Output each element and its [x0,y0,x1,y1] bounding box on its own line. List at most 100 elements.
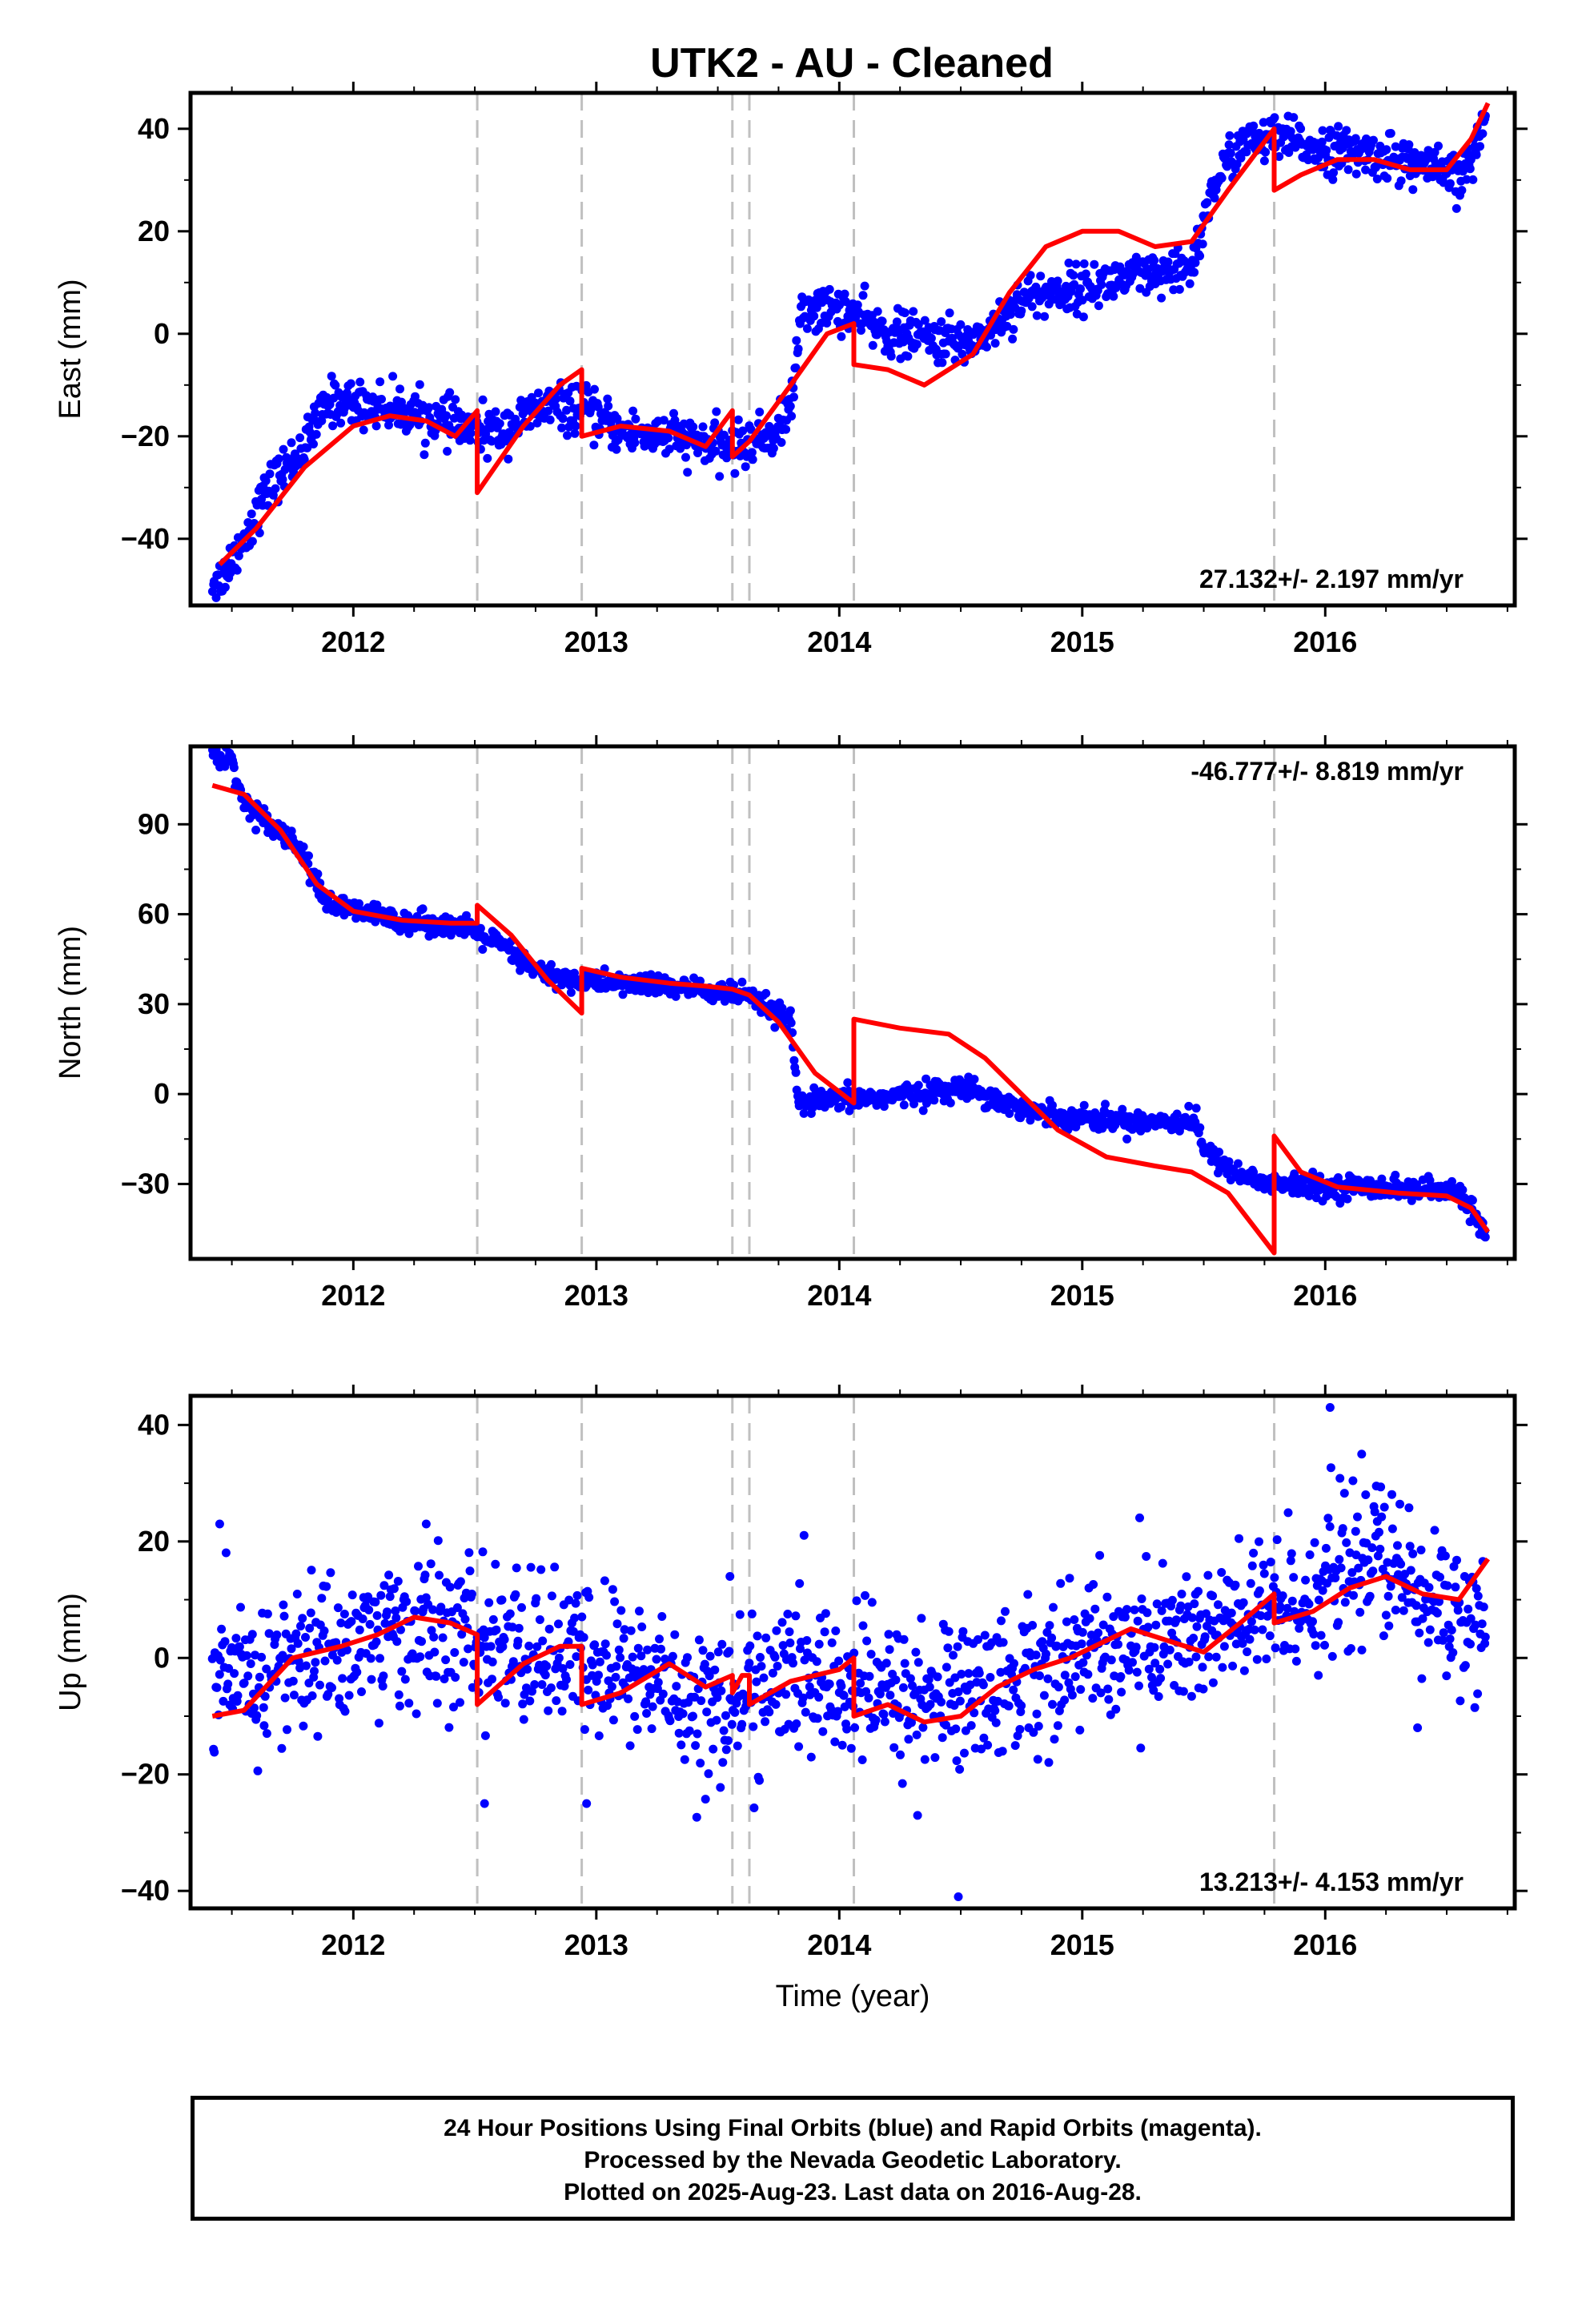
data-point [384,1570,394,1580]
data-point [1224,1157,1234,1167]
data-point [1219,1642,1229,1651]
data-point [1101,1100,1110,1109]
data-point [1473,1689,1483,1699]
data-point [1439,178,1448,187]
data-point [1238,1638,1247,1648]
data-point [250,1703,259,1713]
data-point [710,1665,720,1675]
data-point [1470,1703,1480,1712]
data-point [1004,1701,1014,1711]
data-point [716,1783,725,1792]
data-point [570,428,580,438]
data-point [652,1655,661,1664]
data-point [500,1699,510,1708]
data-point [1192,1622,1202,1631]
data-point [625,1741,635,1751]
data-point [418,904,428,914]
data-point [420,1570,430,1580]
data-point [261,476,271,485]
caption-line-1: 24 Hour Positions Using Final Orbits (bl… [444,2115,1262,2141]
data-point [937,317,946,327]
data-point [1156,1674,1166,1683]
data-point [1034,1722,1043,1731]
data-point [1195,251,1205,261]
data-point [756,1653,765,1662]
data-point [420,450,429,460]
data-point [864,1693,873,1703]
data-point [983,1740,993,1750]
data-point [809,312,819,321]
data-point [843,1078,853,1088]
data-point [465,436,475,445]
data-point [456,1577,465,1586]
data-point [1287,1549,1296,1558]
data-point [1060,1695,1070,1705]
data-point [982,342,991,352]
data-point [1396,176,1406,186]
data-point [858,1621,868,1630]
data-point [252,1711,262,1720]
data-point [340,1707,350,1716]
data-point [1210,193,1219,203]
data-point [885,1645,894,1655]
data-point [1261,147,1271,157]
data-point [1249,1168,1259,1177]
data-point [554,1619,563,1629]
up-model-line [211,1557,1491,1725]
data-point [1301,1575,1311,1585]
x-tick-label: 2013 [564,1928,628,1961]
data-point [215,1519,224,1529]
data-point [1331,1573,1340,1582]
data-point [1235,1534,1243,1543]
data-point [1351,169,1361,179]
data-point [865,1671,874,1681]
data-point [670,416,680,425]
data-point [1473,1591,1483,1601]
data-point [918,1723,928,1732]
north-ylabel: North (mm) [54,926,87,1080]
data-point [1245,1634,1255,1644]
data-point [558,1664,568,1673]
data-point [1395,1499,1404,1509]
data-point [860,281,869,291]
x-axis-label: Time (year) [776,1980,930,2013]
data-point [498,1642,508,1651]
data-point [1114,1639,1122,1649]
data-point [856,1679,865,1688]
data-point [1361,165,1371,175]
data-point [755,1775,764,1785]
data-point [761,1717,770,1727]
data-point [1386,1582,1395,1591]
data-point [287,1644,296,1654]
data-point [1270,113,1279,123]
data-point [307,1691,317,1700]
data-point [1199,1684,1208,1694]
data-point [215,1670,224,1679]
data-point [326,1568,335,1578]
data-point [476,923,485,933]
data-point [299,1721,308,1731]
data-point [253,1766,263,1775]
data-point [850,1723,860,1732]
data-point [1391,1606,1400,1614]
data-point [1340,1598,1350,1607]
data-point [338,1674,347,1683]
data-point [853,300,862,310]
data-point [296,1622,305,1630]
data-point [1278,1591,1287,1601]
data-point [554,1653,564,1663]
data-point [643,1645,652,1655]
data-point [230,1669,239,1679]
data-point [441,1655,451,1665]
data-point [497,1595,507,1605]
data-point [366,1654,375,1663]
data-point [683,1653,692,1663]
data-point [881,1659,891,1668]
data-point [1387,1490,1396,1499]
data-point [584,1593,594,1602]
data-point [796,1644,805,1654]
data-point [1086,1630,1096,1640]
data-point [377,395,386,404]
data-point [1397,1593,1407,1602]
data-point [1405,1542,1415,1551]
